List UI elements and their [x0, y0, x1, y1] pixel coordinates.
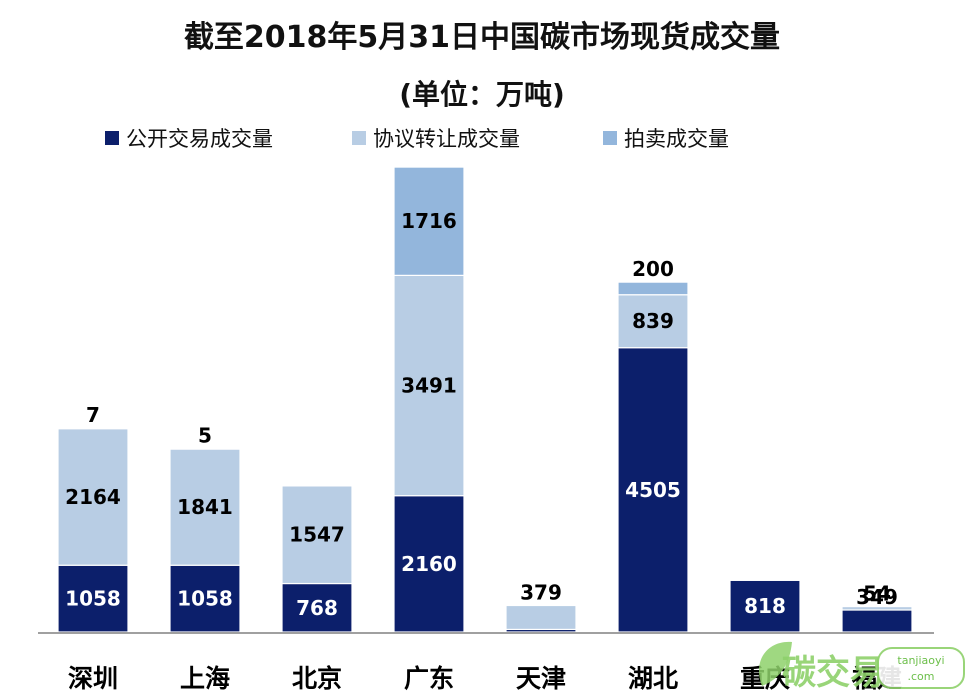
- bars-layer: 1058216471058184157681547216034911716413…: [57, 166, 913, 633]
- legend-swatch-auction: [603, 131, 617, 145]
- data-label-agreement-transfer-7: 54: [863, 582, 891, 606]
- bar-agreement-transfer-0: [57, 428, 129, 566]
- data-label-open-trade-3: 2160: [401, 552, 457, 576]
- bar-auction-3: [393, 166, 465, 276]
- bar-open-trade-2: [281, 582, 353, 633]
- data-label-open-trade-2: 768: [296, 596, 338, 620]
- legend-swatch-agreement-transfer: [352, 131, 366, 145]
- legend-label-auction: 拍卖成交量: [624, 127, 729, 151]
- bar-auction-5: [617, 281, 689, 296]
- chart-subtitle: (单位：万吨): [399, 78, 565, 111]
- chart-title: 截至2018年5月31日中国碳市场现货成交量: [184, 20, 780, 55]
- data-label-open-trade-0: 1058: [65, 587, 121, 611]
- category-label-3: 广东: [404, 664, 454, 693]
- bar-open-trade-5: [617, 347, 689, 633]
- data-label-agreement-transfer-1: 1841: [177, 495, 233, 519]
- data-label-auction-3: 1716: [401, 209, 457, 233]
- data-label-agreement-transfer-5: 839: [632, 309, 674, 333]
- watermark-domain-badge: [877, 647, 965, 689]
- bar-agreement-transfer-5: [617, 294, 689, 349]
- bar-open-trade-6: [729, 579, 801, 633]
- bar-agreement-transfer-7: [841, 605, 913, 611]
- data-label-agreement-transfer-4: 379: [520, 580, 562, 604]
- data-label-agreement-transfer-2: 1547: [289, 523, 345, 547]
- category-label-4: 天津: [516, 664, 566, 693]
- bar-agreement-transfer-3: [393, 274, 465, 497]
- watermark-leaf-icon: [758, 641, 792, 686]
- data-label-open-trade-6: 818: [744, 594, 786, 618]
- data-label-auction-1: 5: [198, 424, 212, 448]
- watermark-domain: tanjiaoyi: [897, 654, 944, 667]
- category-label-2: 北京: [292, 664, 342, 693]
- watermark-logo: 碳交易 tanjiaoyi .com: [758, 641, 965, 693]
- category-label-0: 深圳: [68, 664, 118, 693]
- bar-agreement-transfer-1: [169, 448, 241, 566]
- watermark-text: 碳交易: [782, 653, 884, 693]
- legend-label-agreement-transfer: 协议转让成交量: [373, 127, 520, 151]
- bar-open-trade-0: [57, 564, 129, 633]
- bar-open-trade-3: [393, 495, 465, 633]
- legend: 公开交易成交量 协议转让成交量 拍卖成交量: [105, 127, 729, 151]
- bar-agreement-transfer-4: [505, 604, 577, 631]
- data-label-agreement-transfer-0: 2164: [65, 485, 121, 509]
- bar-agreement-transfer-2: [281, 485, 353, 585]
- data-label-open-trade-7: 349: [856, 585, 898, 609]
- category-label-5: 湖北: [628, 664, 678, 693]
- watermark-domain-suffix: .com: [908, 670, 935, 683]
- data-label-open-trade-1: 1058: [177, 587, 233, 611]
- category-label-1: 上海: [180, 664, 230, 693]
- data-label-auction-0: 7: [86, 403, 100, 427]
- legend-label-open-trade: 公开交易成交量: [126, 127, 273, 151]
- legend-swatch-open-trade: [105, 131, 119, 145]
- bar-open-trade-7: [841, 609, 913, 633]
- data-label-open-trade-5: 4505: [625, 478, 681, 502]
- data-label-auction-5: 200: [632, 257, 674, 281]
- data-label-agreement-transfer-3: 3491: [401, 374, 457, 398]
